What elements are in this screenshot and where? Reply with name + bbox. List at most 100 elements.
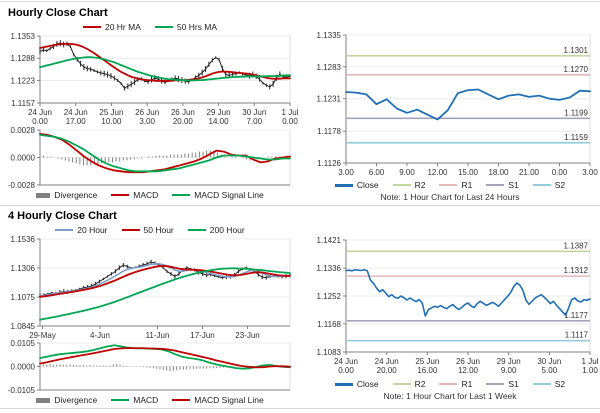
svg-text:1.1159: 1.1159 (564, 133, 588, 142)
legend-label: S1 (508, 378, 519, 389)
legend-item-r1: R1 (439, 181, 472, 190)
legend-item-50-hour: 50 Hour (121, 226, 174, 235)
weekly-pivot-legend: Close R2 R1 S1 S2 (300, 378, 600, 390)
svg-text:1.1312: 1.1312 (564, 266, 589, 275)
legend-item-macd-signal-line: MACD Signal Line (172, 394, 264, 405)
legend-item-close: Close (334, 179, 379, 190)
svg-text:29 Jun: 29 Jun (207, 108, 231, 117)
svg-text:23-Jun: 23-Jun (235, 331, 259, 340)
svg-text:29-May: 29-May (29, 331, 56, 340)
svg-text:3.00: 3.00 (139, 117, 155, 126)
svg-text:9.00: 9.00 (399, 168, 415, 177)
svg-text:0.00: 0.00 (338, 366, 354, 375)
svg-text:0.0105: 0.0105 (11, 340, 36, 348)
section-divider (0, 205, 600, 206)
legend-label: MACD Signal Line (194, 394, 264, 405)
hourly-macd-legend: Divergence MACD MACD Signal Line (0, 189, 300, 201)
legend-swatch (121, 229, 140, 231)
legend-item-divergence: Divergence (36, 191, 97, 200)
svg-text:18.00: 18.00 (488, 168, 509, 177)
svg-text:30 Jun: 30 Jun (242, 108, 266, 117)
svg-text:0.00: 0.00 (32, 117, 48, 126)
svg-text:26 Jun: 26 Jun (135, 108, 159, 117)
svg-text:1.0845: 1.0845 (11, 322, 36, 331)
fourh-chart-title: 4 Hourly Close Chart (8, 210, 117, 222)
legend-item-close: Close (334, 380, 379, 389)
svg-text:16.00: 16.00 (417, 366, 438, 375)
hourly-pivot-panel: 1.1335 1.1283 1.1231 1.1178 1.1126 3.00 6.00 9.… (300, 3, 600, 205)
svg-text:1.1231: 1.1231 (317, 95, 342, 104)
svg-text:1.1075: 1.1075 (11, 293, 36, 302)
hourly-ma-legend: 20 Hr MA 50 Hrs MA (0, 21, 300, 33)
svg-text:1.1117: 1.1117 (565, 331, 589, 340)
svg-text:9.00: 9.00 (501, 366, 517, 375)
legend-swatch (55, 229, 74, 231)
svg-text:1.1536: 1.1536 (11, 236, 36, 244)
legend-swatch (486, 383, 505, 385)
legend-item-s2: S2 (532, 378, 566, 389)
svg-text:1.1336: 1.1336 (317, 264, 342, 273)
legend-label: 200 Hour (209, 224, 245, 235)
svg-text:20.00: 20.00 (377, 366, 398, 375)
svg-text:1.1126: 1.1126 (317, 159, 341, 168)
legend-label: R2 (414, 179, 426, 190)
svg-text:1.00: 1.00 (582, 366, 598, 375)
legend-swatch (392, 383, 411, 385)
legend-swatch (486, 184, 505, 186)
svg-text:1.1306: 1.1306 (11, 264, 36, 273)
legend-item-divergence: Divergence (36, 396, 97, 405)
fourh-macd-legend: Divergence MACD MACD Signal Line (0, 394, 300, 406)
legend-swatch (187, 229, 206, 231)
svg-text:17.00: 17.00 (66, 117, 87, 126)
svg-text:1.1387: 1.1387 (564, 241, 589, 250)
svg-text:1.1283: 1.1283 (317, 63, 342, 72)
legend-label: S2 (554, 378, 566, 389)
svg-text:29 Jun: 29 Jun (497, 357, 521, 366)
fourh-macd-chart: 0.0105 0.0000 -0.0105 (8, 340, 291, 394)
svg-text:12.00: 12.00 (458, 366, 479, 375)
legend-item-200-hour: 200 Hour (187, 224, 245, 235)
legend-swatch (111, 399, 130, 401)
legend-item-s2: S2 (532, 179, 566, 190)
svg-text:10.00: 10.00 (101, 117, 122, 126)
legend-label: Close (356, 179, 379, 190)
hourly-pivot-note: Note: 1 Hour Chart for Last 24 Hours (380, 192, 520, 202)
top-border (0, 1, 600, 2)
legend-swatch (82, 26, 101, 28)
svg-text:15.00: 15.00 (458, 168, 479, 177)
legend-label: R1 (461, 378, 473, 389)
svg-text:6.00: 6.00 (369, 168, 385, 177)
svg-text:11-Jun: 11-Jun (146, 331, 170, 340)
svg-text:26 Jun: 26 Jun (171, 108, 195, 117)
legend-swatch (36, 192, 51, 198)
legend-label: S2 (554, 179, 566, 190)
svg-text:4-Jun: 4-Jun (90, 331, 110, 340)
legend-label: S1 (508, 179, 519, 190)
legend-item-50-hrs-ma: 50 Hrs MA (154, 21, 218, 32)
svg-text:25 Jun: 25 Jun (415, 357, 439, 366)
svg-text:-0.0105: -0.0105 (8, 386, 36, 394)
legend-label: R1 (461, 179, 473, 190)
legend-label: 50 Hrs MA (176, 21, 218, 32)
svg-text:26 Jun: 26 Jun (456, 357, 480, 366)
svg-text:0.00: 0.00 (282, 117, 298, 126)
svg-text:7.00: 7.00 (246, 117, 262, 126)
legend-item-20-hour: 20 Hour (55, 226, 108, 235)
hourly-macd-chart: 0.0028 0.0000 -0.0028 (8, 127, 291, 189)
svg-text:1 Jul: 1 Jul (582, 357, 599, 366)
svg-text:1.1421: 1.1421 (317, 236, 342, 245)
hourly-pivot-legend: Close R2 R1 S1 S2 (300, 179, 600, 191)
svg-text:1.1083: 1.1083 (317, 348, 342, 357)
svg-text:1.1353: 1.1353 (11, 33, 36, 41)
legend-item-r2: R2 (392, 380, 425, 389)
legend-item-r2: R2 (392, 179, 426, 190)
weekly-pivot-panel: 1.1421 1.1336 1.1252 1.1168 1.1083 24 Jun 0.00… (300, 206, 600, 408)
svg-text:0.00: 0.00 (552, 168, 568, 177)
svg-text:30 Jun: 30 Jun (537, 357, 561, 366)
svg-text:24 Jun: 24 Jun (375, 357, 399, 366)
legend-item-r1: R1 (439, 380, 472, 389)
svg-text:1.1177: 1.1177 (564, 311, 588, 320)
svg-text:3.00: 3.00 (582, 168, 598, 177)
legend-swatch (172, 399, 191, 401)
svg-text:1 Jul: 1 Jul (282, 108, 299, 117)
